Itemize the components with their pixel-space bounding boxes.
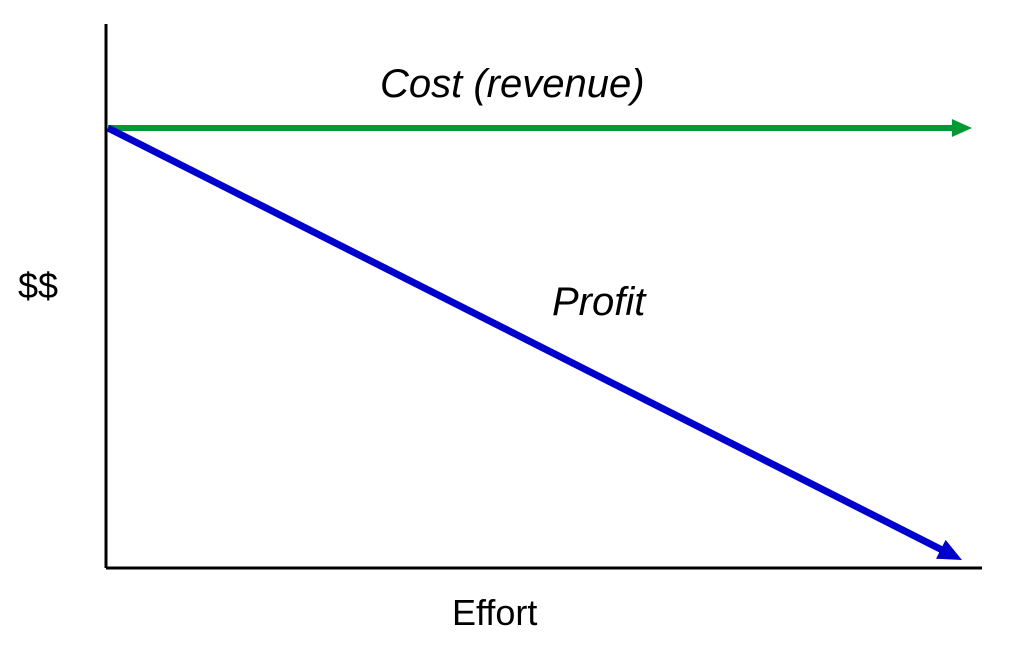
chart-container: $$ Effort Cost (revenue) Profit — [0, 0, 1024, 647]
cost-series-label: Cost (revenue) — [380, 62, 645, 107]
y-axis-label: $$ — [18, 265, 58, 307]
profit-series-label: Profit — [552, 280, 645, 325]
x-axis-label: Effort — [452, 592, 537, 634]
